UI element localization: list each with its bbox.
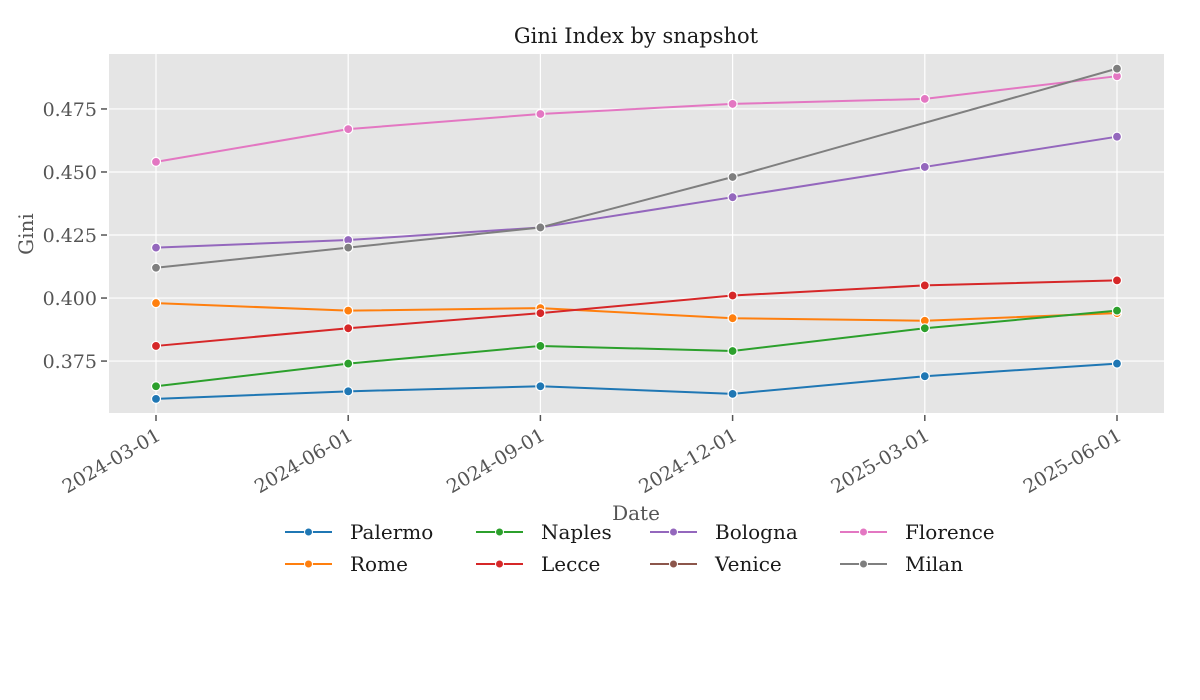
legend-label: Rome	[350, 552, 408, 576]
data-point	[150, 242, 162, 253]
legend-label: Lecce	[541, 552, 600, 576]
data-point	[150, 340, 162, 352]
x-tick-label: 2025-06-01	[1020, 424, 1126, 498]
data-point	[727, 388, 738, 399]
x-tick-label: 2025-03-01	[827, 424, 933, 498]
data-point	[919, 371, 930, 382]
series-line	[155, 302, 1118, 322]
legend-label: Palermo	[350, 520, 433, 544]
x-tick-label: 2024-03-01	[59, 424, 165, 498]
legend-item-rome: Rome	[285, 552, 408, 576]
data-series	[150, 63, 1123, 404]
y-axis-label: Gini	[14, 213, 38, 255]
series-bologna	[150, 131, 1123, 253]
series-line	[155, 75, 1118, 163]
plot-area	[109, 54, 1164, 413]
x-axis-label: Date	[612, 501, 660, 525]
series-line	[155, 309, 1118, 388]
y-tick-label: 0.475	[43, 99, 97, 121]
legend-label: Naples	[541, 520, 612, 544]
data-point	[919, 93, 930, 104]
data-point	[919, 161, 930, 173]
data-point	[1111, 131, 1123, 142]
x-tick-label: 2024-09-01	[443, 424, 549, 498]
data-point	[727, 98, 738, 110]
legend-label: Bologna	[715, 520, 798, 544]
legend-item-naples: Naples	[476, 520, 612, 544]
y-tick-label: 0.450	[43, 162, 97, 184]
data-point	[150, 156, 162, 168]
data-point	[343, 124, 354, 135]
data-point	[343, 386, 354, 397]
data-point	[1111, 358, 1123, 369]
data-point	[1111, 305, 1123, 316]
legend-marker-icon	[304, 559, 313, 569]
data-point	[535, 108, 546, 120]
data-point	[535, 222, 546, 233]
y-tick-label: 0.375	[43, 351, 97, 373]
data-point	[727, 290, 738, 301]
data-point	[727, 171, 738, 183]
legend-item-lecce: Lecce	[476, 552, 600, 576]
data-point	[150, 262, 162, 273]
series-palermo	[150, 358, 1123, 404]
legend-marker-icon	[859, 559, 868, 569]
legend-label: Milan	[905, 552, 963, 576]
data-point	[727, 345, 738, 357]
y-tick-label: 0.400	[43, 288, 97, 310]
legend-item-florence: Florence	[840, 520, 995, 544]
data-point	[343, 242, 354, 253]
data-point	[727, 192, 738, 203]
legend-item-venice: Venice	[650, 552, 782, 576]
series-florence	[150, 71, 1123, 168]
legend-marker-icon	[669, 527, 678, 537]
data-point	[343, 305, 354, 316]
series-milan	[150, 63, 1123, 273]
legend: Palermo Rome Naples Lecce Bologna Venice Flore…	[285, 520, 995, 576]
legend-label: Florence	[905, 520, 995, 544]
series-line	[155, 279, 1118, 347]
data-point	[535, 308, 546, 319]
series-line	[155, 135, 1118, 249]
data-point	[1111, 63, 1123, 74]
legend-label: Venice	[714, 552, 782, 576]
series-line	[155, 362, 1118, 400]
x-tick-label: 2024-12-01	[635, 424, 741, 498]
legend-marker-icon	[495, 527, 504, 537]
legend-marker-icon	[859, 527, 868, 537]
x-tick-label: 2024-06-01	[251, 424, 357, 498]
data-point	[343, 358, 354, 369]
legend-item-palermo: Palermo	[285, 520, 433, 544]
data-point	[919, 280, 930, 291]
data-point	[727, 313, 738, 324]
series-naples	[150, 305, 1123, 392]
x-axis: 2024-03-01 2024-06-01 2024-09-01 2024-12-01…	[59, 415, 1126, 498]
data-point	[150, 297, 162, 309]
legend-marker-icon	[495, 559, 504, 569]
y-tick-label: 0.425	[43, 225, 97, 247]
series-lecce	[150, 275, 1123, 352]
chart-title: Gini Index by snapshot	[514, 24, 759, 48]
legend-item-bologna: Bologna	[650, 520, 798, 544]
data-point	[343, 323, 354, 334]
legend-marker-icon	[304, 527, 313, 537]
y-axis: 0.375 0.400 0.425 0.450 0.475	[43, 99, 107, 373]
data-point	[1111, 275, 1123, 286]
legend-marker-icon	[669, 559, 678, 569]
data-point	[150, 381, 162, 392]
legend-item-milan: Milan	[840, 552, 963, 576]
data-point	[535, 381, 546, 392]
data-point	[150, 393, 162, 404]
data-point	[535, 340, 546, 352]
data-point	[919, 323, 930, 334]
